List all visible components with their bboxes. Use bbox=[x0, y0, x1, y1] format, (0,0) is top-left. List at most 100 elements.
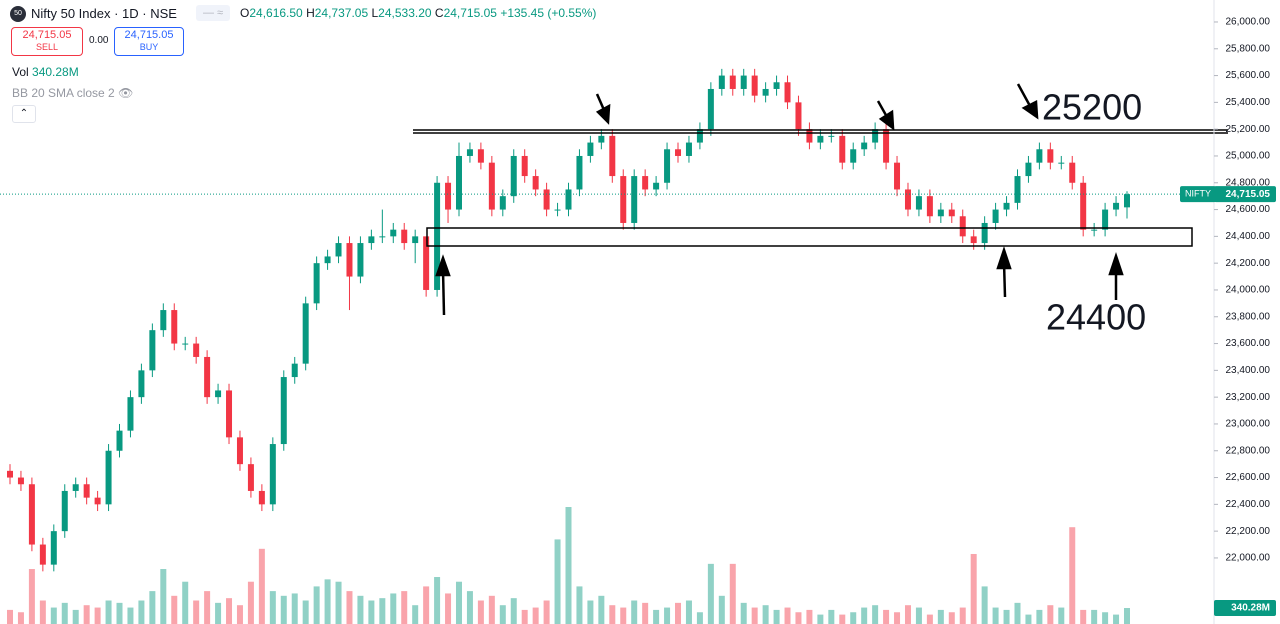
volume-bar bbox=[861, 607, 868, 624]
volume-bar bbox=[784, 607, 791, 624]
plot bbox=[7, 68, 1130, 624]
collapse-button[interactable]: ⌃ bbox=[12, 105, 36, 123]
candle-body bbox=[915, 196, 922, 210]
candle-body bbox=[642, 176, 649, 190]
y-tick-label: 22,800.00 bbox=[1226, 445, 1271, 456]
volume-bar bbox=[675, 602, 682, 624]
candle-body bbox=[1025, 162, 1032, 177]
candle-body bbox=[1058, 162, 1065, 164]
sell-button[interactable]: 24,715.05 SELL bbox=[11, 27, 83, 56]
volume-bar bbox=[94, 607, 101, 624]
volume-bar bbox=[664, 607, 671, 624]
candle-body bbox=[762, 88, 769, 96]
value: 24,533.20 bbox=[378, 6, 432, 20]
candle-body bbox=[850, 149, 857, 163]
price: 24,715.05 bbox=[124, 29, 174, 41]
logo: 50 bbox=[10, 6, 26, 22]
candle-body bbox=[280, 377, 287, 445]
candle-body bbox=[828, 135, 835, 137]
candle-body bbox=[576, 155, 583, 190]
candle-body bbox=[872, 129, 879, 143]
y-tick-label: 26,000.00 bbox=[1226, 17, 1271, 28]
market-status[interactable]: — ≈ bbox=[196, 5, 230, 21]
volume-bar bbox=[269, 591, 276, 624]
candle-body bbox=[269, 444, 276, 505]
buy-button[interactable]: 24,715.05 BUY bbox=[114, 27, 184, 56]
volume-bar bbox=[390, 593, 397, 624]
change: +135.45 (+0.55%) bbox=[500, 6, 597, 20]
volume-bar bbox=[915, 607, 922, 624]
volume-bar bbox=[554, 539, 561, 624]
candle-body bbox=[1102, 209, 1109, 230]
volume-tag-label: 340.28M bbox=[1231, 603, 1270, 614]
candle-body bbox=[127, 397, 134, 431]
label: BUY bbox=[139, 42, 159, 52]
candle-body bbox=[817, 135, 824, 143]
volume-bar bbox=[543, 600, 550, 624]
volume-bar bbox=[729, 563, 736, 624]
label: L bbox=[371, 6, 379, 20]
volume-bar bbox=[806, 609, 813, 624]
y-tick-label: 23,800.00 bbox=[1226, 311, 1271, 322]
label: O bbox=[240, 6, 250, 20]
volume-bar bbox=[773, 609, 780, 624]
volume-bar bbox=[587, 600, 594, 624]
volume-bar bbox=[970, 553, 977, 624]
candle-body bbox=[751, 75, 758, 96]
y-tick-label: 24,600.00 bbox=[1226, 204, 1271, 215]
candle-body bbox=[291, 363, 298, 378]
candle-body bbox=[521, 155, 528, 177]
y-tick-label: 24,400.00 bbox=[1226, 231, 1271, 242]
volume-bar bbox=[280, 595, 287, 624]
spread: 0.00 bbox=[89, 35, 109, 46]
candle-body bbox=[740, 75, 747, 89]
volume-bar bbox=[50, 607, 57, 624]
volume-bar bbox=[620, 607, 627, 624]
volume-bar bbox=[379, 598, 386, 624]
volume-bar bbox=[1025, 614, 1032, 624]
candle-body bbox=[620, 176, 627, 223]
label: Vol bbox=[12, 65, 29, 79]
volume-bar bbox=[532, 607, 539, 624]
support-box bbox=[426, 227, 1193, 247]
candle-body bbox=[1069, 162, 1076, 183]
y-tick-label: 25,000.00 bbox=[1226, 151, 1271, 162]
volume-bar bbox=[291, 593, 298, 624]
volume-bar bbox=[1047, 605, 1054, 624]
volume-bar bbox=[17, 612, 24, 624]
candle-body bbox=[488, 162, 495, 210]
volume-bar bbox=[324, 579, 331, 624]
candle-body bbox=[116, 430, 123, 451]
volume-bar bbox=[7, 609, 13, 624]
candle-body bbox=[72, 484, 79, 491]
volume-bar bbox=[642, 602, 649, 624]
volume-bar bbox=[685, 600, 692, 624]
volume-bar bbox=[412, 605, 419, 624]
volume-bar bbox=[335, 581, 342, 624]
volume-bar bbox=[751, 607, 758, 624]
y-tick-label: 24,200.00 bbox=[1226, 258, 1271, 269]
indicator[interactable]: BB 20 SMA close 2 👁 bbox=[12, 86, 134, 100]
volume-bar bbox=[1036, 609, 1043, 624]
volume-bar bbox=[258, 548, 265, 624]
volume-bar bbox=[1102, 612, 1109, 624]
value: 24,737.05 bbox=[314, 6, 369, 20]
candle-body bbox=[401, 229, 408, 244]
candle-body bbox=[587, 142, 594, 156]
volume-bar bbox=[83, 605, 90, 624]
volume-bar bbox=[576, 586, 583, 624]
y-tick-label: 23,400.00 bbox=[1226, 365, 1271, 376]
label: SELL bbox=[35, 42, 59, 52]
symbol[interactable]: Nifty 50 Index · 1D · NSE bbox=[31, 6, 177, 21]
volume-bar bbox=[1014, 602, 1021, 624]
candle-body bbox=[346, 243, 353, 277]
candle-body bbox=[302, 303, 309, 364]
candle-body bbox=[17, 477, 24, 485]
volume-bar bbox=[762, 605, 769, 624]
volume-bar bbox=[28, 569, 35, 624]
value: 24,616.50 bbox=[249, 6, 303, 20]
volume-bar bbox=[236, 605, 243, 624]
volume-bar bbox=[401, 591, 408, 624]
volume-bar bbox=[313, 586, 320, 624]
